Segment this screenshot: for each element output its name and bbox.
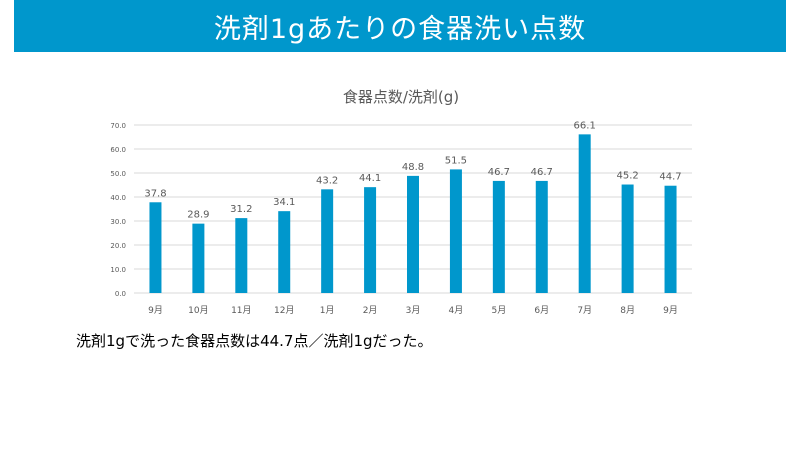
x-tick-label: 2月 <box>363 305 378 316</box>
data-label: 44.7 <box>659 172 681 183</box>
slide-title: 洗剤1gあたりの食器洗い点数 <box>213 13 587 45</box>
bar <box>149 202 162 293</box>
y-tick-label: 20.0 <box>110 242 126 250</box>
data-label: 34.1 <box>273 197 295 208</box>
x-tick-label: 7月 <box>577 305 592 316</box>
bar <box>321 189 334 293</box>
y-tick-label: 40.0 <box>110 194 126 202</box>
data-label: 46.7 <box>488 167 510 178</box>
x-tick-label: 1月 <box>320 305 335 316</box>
bar <box>364 187 377 293</box>
y-tick-label: 60.0 <box>110 146 126 154</box>
x-tick-label: 8月 <box>620 305 635 316</box>
data-label: 43.2 <box>316 175 338 186</box>
data-label: 51.5 <box>445 155 467 166</box>
x-tick-label: 12月 <box>274 305 294 316</box>
y-tick-label: 50.0 <box>110 170 126 178</box>
y-tick-label: 70.0 <box>110 122 126 130</box>
x-tick-label: 3月 <box>406 305 421 316</box>
title-banner: 洗剤1gあたりの食器洗い点数 <box>14 0 786 52</box>
data-label: 66.1 <box>574 120 596 131</box>
summary-text: 洗剤1gで洗った食器点数は44.7点／洗剤1gだった。 <box>76 332 433 350</box>
x-tick-label: 5月 <box>491 305 506 316</box>
y-tick-label: 10.0 <box>110 266 126 274</box>
bar <box>664 185 677 293</box>
data-label: 45.2 <box>616 171 638 182</box>
x-tick-label: 11月 <box>231 305 251 316</box>
chart-title: 食器点数/洗剤(g) <box>343 88 459 106</box>
data-labels: 37.8 28.9 31.2 34.1 43.2 44.1 48.8 51.5 46.7 46.7… <box>144 120 681 220</box>
x-tick-label: 9月 <box>148 305 163 316</box>
x-tick-label: 4月 <box>449 305 464 316</box>
bar <box>621 184 634 293</box>
bar <box>278 211 291 293</box>
bar <box>492 180 505 293</box>
data-label: 37.8 <box>144 188 166 199</box>
bars <box>149 134 677 293</box>
bar <box>535 180 548 293</box>
bar <box>578 134 591 293</box>
y-axis-ticks: 0.0 10.0 20.0 30.0 40.0 50.0 60.0 70.0 <box>110 122 126 298</box>
data-label: 31.2 <box>230 204 252 215</box>
x-tick-label: 10月 <box>188 305 208 316</box>
bar <box>407 175 419 293</box>
data-label: 48.8 <box>402 162 424 173</box>
x-tick-label: 9月 <box>663 305 678 316</box>
bar <box>449 169 462 293</box>
data-label: 44.1 <box>359 173 381 184</box>
bar <box>192 223 205 293</box>
x-axis-ticks: 9月 10月 11月 12月 1月 2月 3月 4月 5月 6月 7月 8月 9月 <box>148 305 678 316</box>
x-tick-label: 6月 <box>534 305 549 316</box>
bar <box>235 218 248 293</box>
y-tick-label: 0.0 <box>115 290 126 298</box>
data-label: 46.7 <box>531 167 553 178</box>
data-label: 28.9 <box>187 210 209 221</box>
y-tick-label: 30.0 <box>110 218 126 226</box>
